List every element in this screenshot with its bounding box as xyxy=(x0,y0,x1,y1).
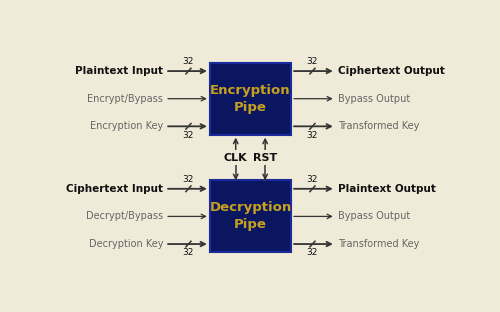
Text: 32: 32 xyxy=(183,57,194,66)
Text: 32: 32 xyxy=(183,131,194,140)
Text: RST: RST xyxy=(253,153,278,163)
Text: Bypass Output: Bypass Output xyxy=(338,94,410,104)
Text: Ciphertext Input: Ciphertext Input xyxy=(66,184,163,194)
Text: Transformed Key: Transformed Key xyxy=(338,239,419,249)
Text: 32: 32 xyxy=(307,248,318,257)
Text: Decrypt/Bypass: Decrypt/Bypass xyxy=(86,212,163,222)
Text: 32: 32 xyxy=(307,175,318,184)
Text: 32: 32 xyxy=(183,175,194,184)
Text: Ciphertext Output: Ciphertext Output xyxy=(338,66,444,76)
Text: Transformed Key: Transformed Key xyxy=(338,121,419,131)
Text: Bypass Output: Bypass Output xyxy=(338,212,410,222)
Text: 32: 32 xyxy=(307,57,318,66)
Text: 32: 32 xyxy=(307,131,318,140)
FancyBboxPatch shape xyxy=(210,63,291,135)
Text: Decryption
Pipe: Decryption Pipe xyxy=(210,202,292,232)
Text: Encryption
Pipe: Encryption Pipe xyxy=(210,84,291,114)
Text: Decryption Key: Decryption Key xyxy=(89,239,163,249)
Text: Encryption Key: Encryption Key xyxy=(90,121,163,131)
Text: Plaintext Input: Plaintext Input xyxy=(75,66,163,76)
Text: CLK: CLK xyxy=(224,153,248,163)
Text: Encrypt/Bypass: Encrypt/Bypass xyxy=(88,94,163,104)
Text: 32: 32 xyxy=(183,248,194,257)
FancyBboxPatch shape xyxy=(210,180,291,252)
Text: Plaintext Output: Plaintext Output xyxy=(338,184,436,194)
